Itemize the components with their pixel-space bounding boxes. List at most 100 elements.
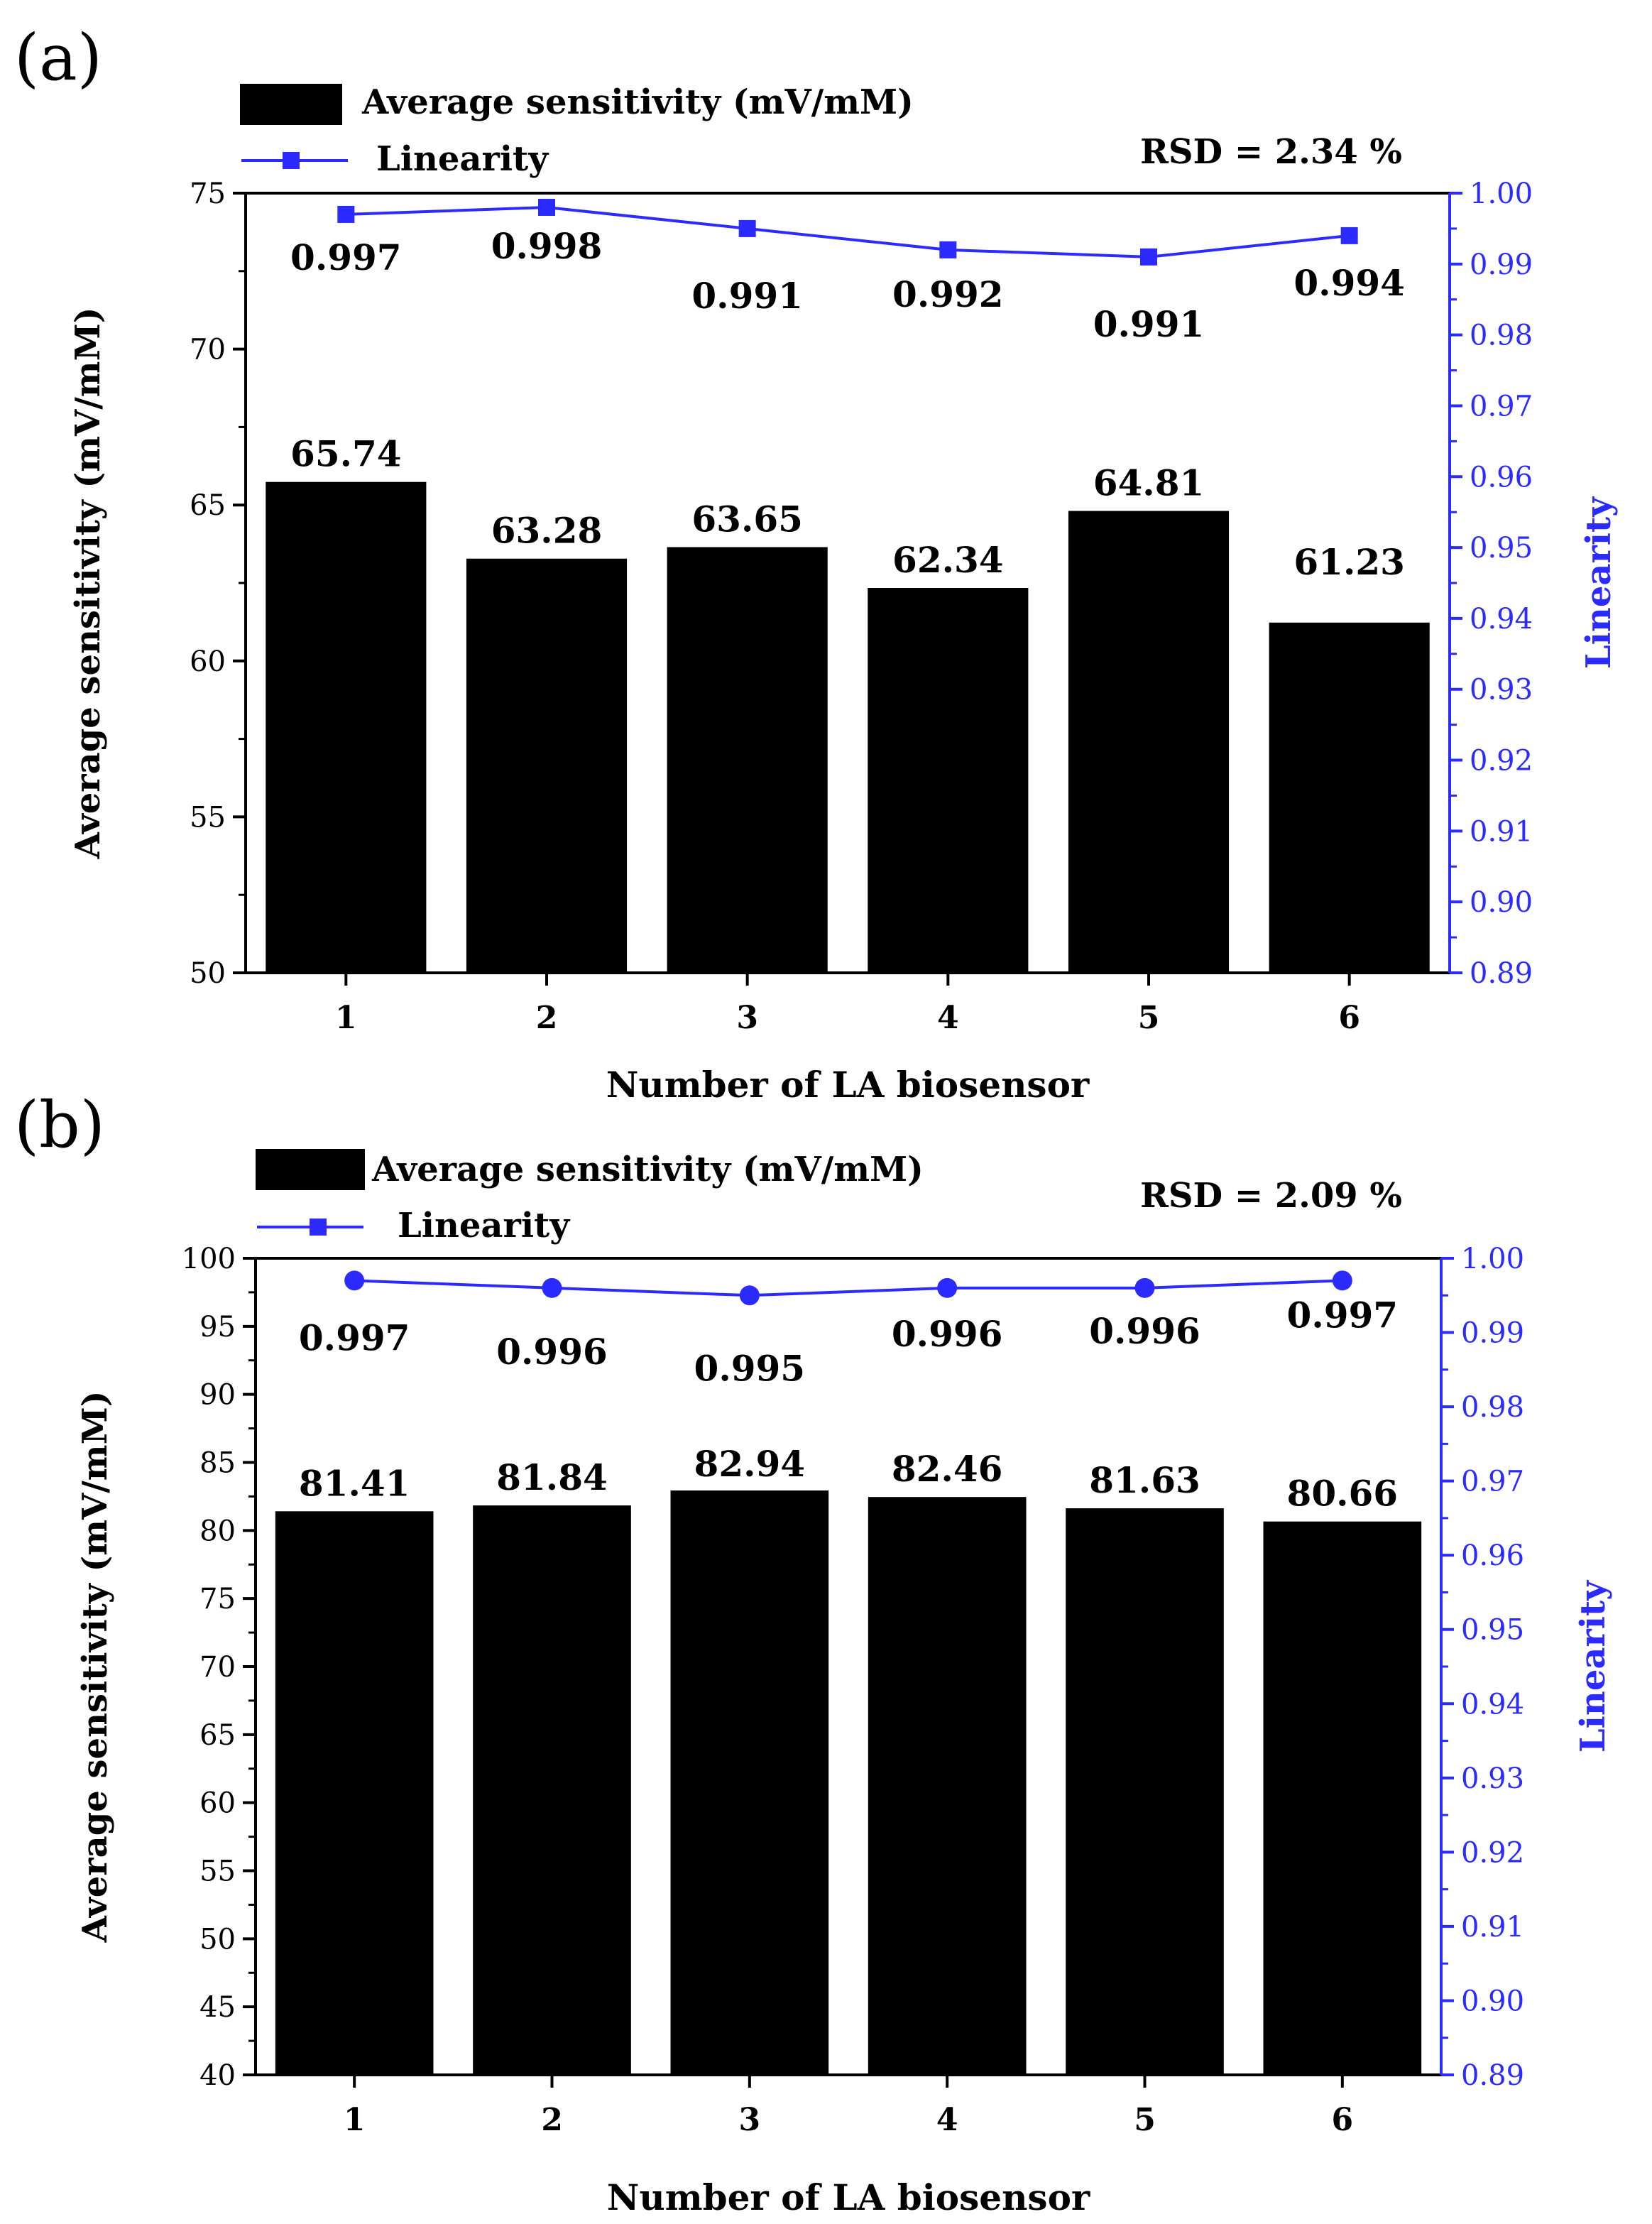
- y-tick-label: 75: [199, 1583, 236, 1615]
- legend-bar-swatch: [240, 84, 342, 125]
- linearity-marker: [739, 1285, 760, 1306]
- y-tick-label: 90: [199, 1379, 236, 1412]
- y2-tick-label: 0.93: [1461, 1762, 1524, 1795]
- y-tick-label: 45: [199, 1991, 236, 2024]
- y2-tick-label: 0.97: [1470, 390, 1533, 423]
- y2-tick-label: 0.90: [1470, 886, 1533, 919]
- bar: [868, 1497, 1027, 2075]
- y-tick-label: 65: [199, 1719, 236, 1752]
- linearity-value-label: 0.996: [496, 1331, 608, 1373]
- bar: [1269, 622, 1430, 973]
- linearity-value-label: 0.997: [290, 236, 402, 278]
- legend-bar-swatch: [256, 1149, 365, 1190]
- y-tick-label: 50: [190, 957, 226, 990]
- linearity-value-label: 0.991: [691, 275, 803, 317]
- linearity-marker: [939, 241, 957, 258]
- y-tick-label: 60: [190, 645, 226, 678]
- x-tick-label: 2: [541, 2102, 563, 2138]
- bar-value-label: 63.28: [491, 510, 603, 552]
- x-axis-title: Number of LA biosensor: [607, 2176, 1090, 2218]
- y-axis-title: Average sensitivity (mV/mM): [75, 1391, 115, 1944]
- y2-tick-label: 0.96: [1461, 1539, 1524, 1572]
- y-tick-label: 75: [190, 178, 226, 210]
- linearity-marker: [1140, 248, 1157, 266]
- x-tick-label: 4: [936, 2102, 958, 2138]
- linearity-marker: [542, 1277, 562, 1298]
- y-tick-label: 65: [190, 489, 226, 522]
- x-tick-label: 5: [1134, 2102, 1156, 2138]
- x-tick-label: 3: [736, 1000, 758, 1036]
- bar-value-label: 62.34: [892, 539, 1004, 581]
- linearity-marker: [538, 198, 555, 216]
- y2-tick-label: 0.94: [1470, 603, 1533, 636]
- linearity-value-label: 0.998: [491, 225, 603, 267]
- y-tick-label: 55: [190, 801, 226, 834]
- bar: [1066, 1508, 1224, 2075]
- bar-value-label: 81.63: [1089, 1459, 1200, 1501]
- y2-tick-label: 0.97: [1461, 1466, 1524, 1498]
- y-tick-label: 100: [182, 1243, 236, 1275]
- bar-value-label: 64.81: [1093, 462, 1205, 504]
- y-tick-label: 40: [199, 2059, 236, 2092]
- bar-value-label: 61.23: [1293, 541, 1405, 583]
- bar: [466, 558, 628, 973]
- y-tick-label: 80: [199, 1515, 236, 1547]
- x-tick-label: 3: [739, 2102, 761, 2138]
- bar-value-label: 63.65: [691, 498, 803, 540]
- bar: [266, 481, 427, 973]
- y2-tick-label: 0.98: [1461, 1391, 1524, 1424]
- y-tick-label: 70: [199, 1651, 236, 1684]
- rsd-annotation: RSD = 2.09 %: [1140, 1176, 1402, 1216]
- y2-tick-label: 0.90: [1461, 1985, 1524, 2017]
- bar: [275, 1511, 434, 2075]
- x-tick-label: 1: [335, 1000, 357, 1036]
- legend-line-marker: [310, 1219, 327, 1236]
- y2-tick-label: 0.91: [1470, 815, 1533, 848]
- linearity-marker: [1340, 227, 1358, 244]
- y2-axis-title: Linearity: [1573, 1579, 1613, 1753]
- legend-line-label: Linearity: [398, 1206, 571, 1245]
- bar: [868, 588, 1029, 973]
- y2-tick-label: 0.93: [1470, 674, 1533, 707]
- bar-value-label: 81.84: [496, 1456, 608, 1498]
- y2-tick-label: 0.91: [1461, 1911, 1524, 1944]
- y-tick-label: 85: [199, 1447, 236, 1480]
- x-tick-label: 6: [1332, 2102, 1354, 2138]
- linearity-marker: [937, 1277, 958, 1298]
- bar: [1263, 1521, 1422, 2075]
- linearity-value-label: 0.992: [892, 273, 1004, 315]
- linearity-value-label: 0.997: [299, 1317, 410, 1358]
- bar-value-label: 82.94: [694, 1443, 806, 1485]
- bar: [473, 1505, 631, 2075]
- y2-tick-label: 0.89: [1461, 2059, 1524, 2092]
- panel-label: (b): [14, 1088, 105, 1162]
- x-tick-label: 1: [344, 2102, 366, 2138]
- linearity-marker: [1134, 1277, 1155, 1298]
- y-tick-label: 95: [199, 1311, 236, 1343]
- legend-bar-label: Average sensitivity (mV/mM): [361, 82, 914, 122]
- x-tick-label: 4: [937, 1000, 959, 1036]
- bar-value-label: 65.74: [290, 433, 402, 475]
- y2-tick-label: 0.94: [1461, 1688, 1524, 1721]
- y2-tick-label: 0.99: [1461, 1317, 1524, 1350]
- y2-tick-label: 0.98: [1470, 320, 1533, 352]
- linearity-value-label: 0.995: [694, 1347, 806, 1389]
- y2-tick-label: 1.00: [1470, 178, 1533, 210]
- y2-tick-label: 0.95: [1470, 532, 1533, 565]
- legend-bar-label: Average sensitivity (mV/mM): [371, 1150, 924, 1189]
- y2-axis-title: Linearity: [1579, 496, 1619, 669]
- y2-tick-label: 0.92: [1461, 1836, 1524, 1869]
- linearity-value-label: 0.997: [1287, 1294, 1399, 1336]
- linearity-value-label: 0.996: [892, 1313, 1003, 1355]
- linearity-marker: [738, 219, 756, 237]
- bar-value-label: 82.46: [892, 1448, 1003, 1490]
- linearity-line: [346, 205, 1350, 258]
- x-tick-label: 2: [536, 1000, 558, 1036]
- y-tick-label: 55: [199, 1855, 236, 1888]
- y2-tick-label: 0.89: [1470, 957, 1533, 990]
- linearity-marker: [1332, 1270, 1352, 1291]
- y2-tick-label: 0.96: [1470, 461, 1533, 494]
- y-tick-label: 60: [199, 1787, 236, 1820]
- x-axis-title: Number of LA biosensor: [606, 1064, 1090, 1106]
